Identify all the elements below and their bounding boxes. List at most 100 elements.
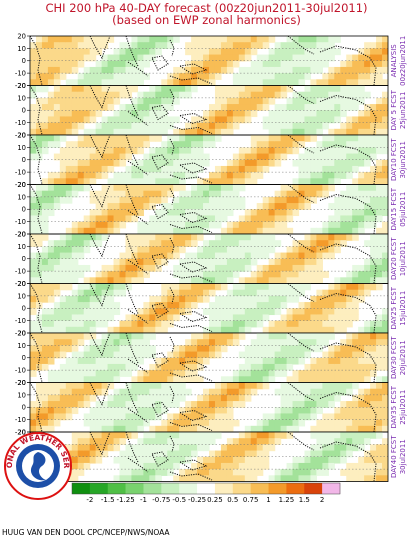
field-cell xyxy=(191,419,198,427)
field-cell xyxy=(292,48,300,56)
field-cell xyxy=(53,271,61,278)
field-cell xyxy=(149,184,156,192)
field-cell xyxy=(274,351,282,359)
field-cell xyxy=(358,425,365,432)
field-cell xyxy=(244,314,252,322)
field-cell xyxy=(83,48,91,56)
field-cell xyxy=(161,203,168,210)
field-cell xyxy=(352,444,359,452)
field-cell xyxy=(89,339,97,346)
panel-label-main: ANALYSIS xyxy=(390,44,398,78)
field-cell xyxy=(89,110,97,118)
field-cell xyxy=(244,73,252,80)
field-cell xyxy=(35,135,43,142)
field-cell xyxy=(364,79,371,86)
field-cell xyxy=(274,110,282,118)
field-cell xyxy=(30,320,37,328)
field-cell xyxy=(382,413,388,421)
field-cell xyxy=(83,221,91,229)
field-cell xyxy=(209,246,216,254)
field-cell xyxy=(262,104,270,111)
field-cell xyxy=(316,339,323,346)
field-cell xyxy=(376,339,383,346)
field-cell xyxy=(238,116,246,124)
field-cell xyxy=(232,234,240,241)
field-cell xyxy=(95,407,103,415)
field-cell xyxy=(65,184,73,192)
field-cell xyxy=(232,339,240,346)
coastline xyxy=(178,360,208,372)
field-cell xyxy=(95,221,103,229)
field-cell xyxy=(376,376,383,383)
field-cell xyxy=(376,264,383,272)
field-cell xyxy=(322,394,329,402)
field-cell xyxy=(322,36,329,43)
field-cell xyxy=(65,97,73,105)
field-cell xyxy=(244,382,252,390)
field-cell xyxy=(214,283,222,291)
field-cell xyxy=(83,165,91,173)
field-cell xyxy=(340,456,347,464)
field-cell xyxy=(340,234,347,241)
field-cell xyxy=(232,184,240,192)
field-cell xyxy=(143,432,150,439)
field-cell xyxy=(161,159,168,167)
field-cell xyxy=(30,413,37,421)
colorbar-label: 0.25 xyxy=(207,496,223,504)
field-cell xyxy=(358,345,365,353)
field-cell xyxy=(143,159,150,167)
field-cell xyxy=(173,209,180,217)
field-cell xyxy=(209,172,216,179)
field-cell xyxy=(220,320,228,328)
field-cell xyxy=(179,190,186,198)
field-cell xyxy=(226,450,234,458)
field-cell xyxy=(185,221,192,229)
field-cell xyxy=(197,469,204,476)
field-cell xyxy=(322,382,329,390)
field-cell xyxy=(340,345,347,353)
field-cell xyxy=(274,277,282,284)
field-cell xyxy=(292,252,300,260)
field-cell xyxy=(47,351,55,359)
field-cell xyxy=(364,475,371,482)
field-cell xyxy=(370,320,377,328)
field-cell xyxy=(268,326,276,333)
field-cell xyxy=(256,376,264,383)
field-cell xyxy=(238,42,246,49)
field-cell xyxy=(220,215,228,223)
field-cell xyxy=(310,339,317,346)
field-cell xyxy=(268,419,276,427)
field-cell xyxy=(161,141,168,148)
field-cell xyxy=(53,376,61,383)
field-cell xyxy=(113,128,121,135)
field-cell xyxy=(113,172,121,179)
field-cell xyxy=(304,475,312,482)
field-cell xyxy=(364,184,371,192)
field-cell xyxy=(376,116,383,124)
field-cell xyxy=(244,394,252,402)
field-cell xyxy=(328,91,335,99)
field-cell xyxy=(214,104,222,111)
field-cell xyxy=(83,66,91,74)
field-cell xyxy=(262,252,270,260)
field-cell xyxy=(83,351,91,359)
field-cell xyxy=(173,147,180,155)
field-cell xyxy=(292,159,300,167)
field-cell xyxy=(364,221,371,229)
field-cell xyxy=(262,36,270,43)
field-cell xyxy=(161,91,168,99)
field-cell xyxy=(71,469,79,476)
field-cell xyxy=(250,258,258,266)
field-cell xyxy=(167,159,174,167)
field-cell xyxy=(220,258,228,266)
field-cell xyxy=(113,147,121,155)
field-cell xyxy=(143,135,150,142)
field-cell xyxy=(167,36,174,43)
field-cell xyxy=(316,462,323,470)
field-cell xyxy=(382,60,388,68)
field-cell xyxy=(346,351,353,359)
field-cell xyxy=(185,456,192,464)
field-cell xyxy=(35,60,43,68)
field-cell xyxy=(191,240,198,247)
field-cell xyxy=(358,271,365,278)
